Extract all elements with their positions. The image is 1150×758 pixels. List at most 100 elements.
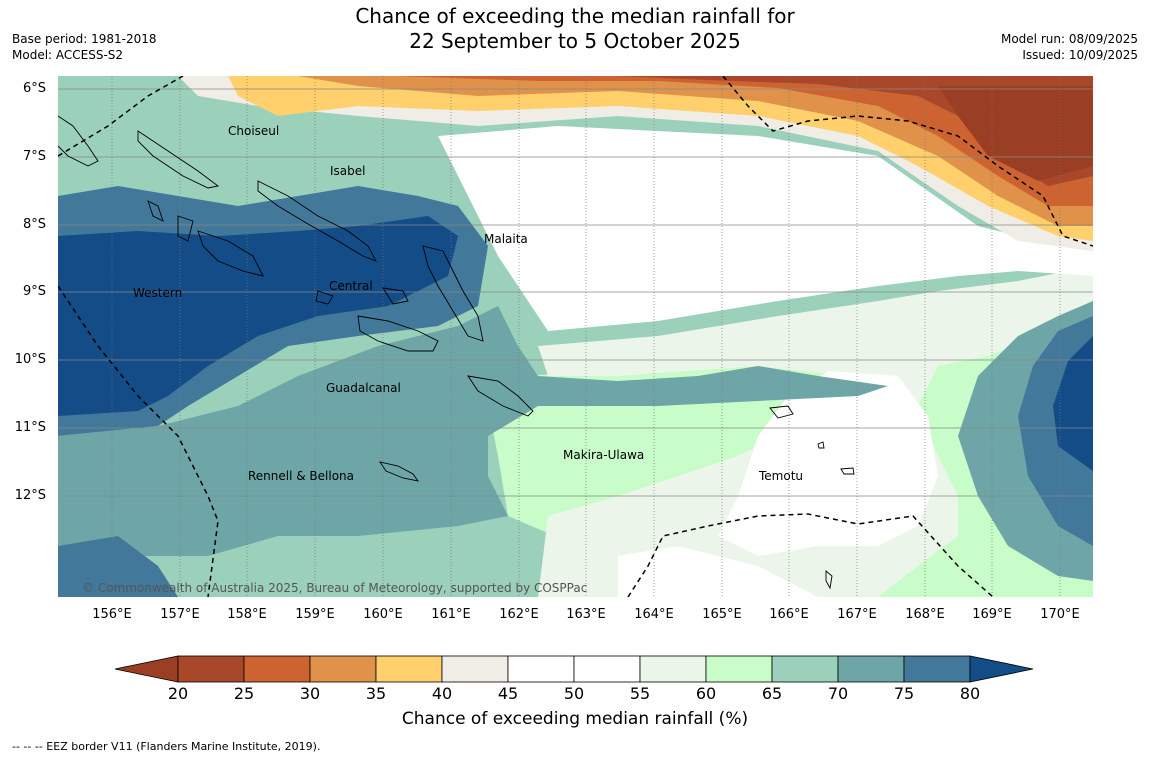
- colorbar-tick-label: 50: [563, 684, 585, 703]
- colorbar-tick-label: 55: [629, 684, 651, 703]
- region-label-rennell-bellona: Rennell & Bellona: [248, 469, 354, 483]
- colorbar-segment: [309, 655, 377, 683]
- meta-right: Model run: 08/09/2025 Issued: 10/09/2025: [1001, 31, 1138, 63]
- colorbar-segment: [903, 655, 971, 683]
- lon-label: 158°E: [227, 607, 267, 622]
- band-over-80-east: [1053, 336, 1093, 471]
- island-florida: [382, 287, 409, 305]
- colorbar-segment: [705, 655, 773, 683]
- island-utupua: [817, 441, 825, 449]
- region-label-choiseul: Choiseul: [228, 124, 279, 138]
- band-45-55-east: [718, 371, 938, 556]
- region-label-malaita: Malaita: [484, 232, 528, 246]
- colorbar-segment: [177, 655, 245, 683]
- island-kolombangara: [177, 215, 194, 242]
- island-makira: [467, 375, 534, 417]
- island-russell: [315, 290, 334, 305]
- graticule: [58, 88, 1093, 497]
- region-label-western: Western: [133, 286, 182, 300]
- island-santa-cruz: [769, 405, 794, 419]
- colorbar-label: Chance of exceeding median rainfall (%): [401, 709, 749, 729]
- lat-label: 12°S: [14, 488, 46, 503]
- lon-label: 159°E: [295, 607, 335, 622]
- colorbar-segment: [837, 655, 905, 683]
- colorbar-segment: [573, 655, 641, 683]
- colorbar-tick-label: 60: [695, 684, 717, 703]
- colorbar-segment: [375, 655, 443, 683]
- base-period: Base period: 1981-2018: [12, 32, 157, 46]
- lat-label: 6°S: [22, 81, 46, 96]
- lon-label: 165°E: [702, 607, 742, 622]
- lon-label: 160°E: [363, 607, 403, 622]
- lon-label: 156°E: [92, 607, 132, 622]
- title-line-2: 22 September to 5 October 2025: [409, 29, 741, 53]
- lon-label: 168°E: [905, 607, 945, 622]
- lon-label: 169°E: [972, 607, 1012, 622]
- lon-label: 167°E: [837, 607, 877, 622]
- island-choiseul: [137, 130, 220, 189]
- island-guadalcanal: [357, 315, 439, 352]
- colorbar-tick-label: 70: [827, 684, 849, 703]
- lon-label: 157°E: [160, 607, 200, 622]
- colorbar-tick-label: 40: [431, 684, 453, 703]
- colorbar-tick-label: 75: [893, 684, 915, 703]
- colorbar: [114, 655, 1034, 683]
- lat-label: 8°S: [22, 217, 46, 232]
- model-run: Model run: 08/09/2025: [1000, 32, 1138, 46]
- eez-footnote: -- -- -- EEZ border V11 (Flanders Marine…: [12, 740, 321, 753]
- colorbar-segment: [441, 655, 509, 683]
- colorbar-tick-label: 25: [233, 684, 255, 703]
- lon-label: 163°E: [566, 607, 606, 622]
- lon-label: 161°E: [431, 607, 471, 622]
- rainfall-map: Choiseul Isabel Malaita Western Central …: [58, 76, 1093, 597]
- lon-label: 164°E: [634, 607, 674, 622]
- colorbar-segment: [771, 655, 839, 683]
- region-label-central: Central: [329, 279, 373, 293]
- model-name: Model: ACCESS-S2: [12, 48, 124, 62]
- island-vella-lavella: [147, 200, 164, 222]
- colorbar-tick-label: 35: [365, 684, 387, 703]
- lon-label: 170°E: [1040, 607, 1080, 622]
- band-over-80-west: [58, 216, 458, 416]
- colorbar-segments: [114, 655, 1034, 683]
- eez-border: [58, 76, 1093, 597]
- region-label-temotu: Temotu: [758, 469, 803, 483]
- lat-label: 11°S: [14, 420, 46, 435]
- colorbar-tick-label: 20: [167, 684, 189, 703]
- colorbar-segment: [507, 655, 575, 683]
- band-55-60-north: [538, 266, 1093, 406]
- lat-label: 9°S: [22, 284, 46, 299]
- issued-date: Issued: 10/09/2025: [1022, 48, 1138, 62]
- colorbar-tick-label: 45: [497, 684, 519, 703]
- island-malaita: [422, 245, 484, 342]
- band-25-30: [398, 76, 1093, 206]
- lon-label: 162°E: [499, 607, 539, 622]
- copyright-notice: © Commonwealth of Australia 2025, Bureau…: [82, 581, 587, 595]
- band-45-55-south: [618, 546, 818, 597]
- island-bougainville: [58, 115, 99, 167]
- band-75-80-southwest: [58, 536, 178, 597]
- colorbar-over-arrow: [969, 655, 1034, 683]
- region-label-makira-ulawa: Makira-Ulawa: [563, 448, 644, 462]
- colorbar-tick-label: 65: [761, 684, 783, 703]
- colorbar-tick-label: 80: [959, 684, 981, 703]
- lon-label: 166°E: [769, 607, 809, 622]
- band-45-55-north: [438, 126, 1093, 331]
- colorbar-tick-label: 30: [299, 684, 321, 703]
- region-label-isabel: Isabel: [330, 164, 365, 178]
- island-new-georgia: [197, 230, 264, 277]
- colorbar-segment: [639, 655, 707, 683]
- map-title: Chance of exceeding the median rainfall …: [0, 4, 1150, 54]
- island-vanikoro: [840, 467, 855, 475]
- lat-label: 10°S: [14, 352, 46, 367]
- island-rennell: [379, 461, 420, 482]
- meta-left: Base period: 1981-2018 Model: ACCESS-S2: [12, 31, 157, 63]
- colorbar-under-arrow: [114, 655, 179, 683]
- island-isabel: [257, 180, 377, 262]
- band-70-75: [58, 306, 888, 556]
- lat-label: 7°S: [22, 149, 46, 164]
- island-outlines: [58, 115, 855, 590]
- region-label-guadalcanal: Guadalcanal: [326, 381, 401, 395]
- title-line-1: Chance of exceeding the median rainfall …: [355, 4, 795, 28]
- island-tikopia: [825, 570, 833, 590]
